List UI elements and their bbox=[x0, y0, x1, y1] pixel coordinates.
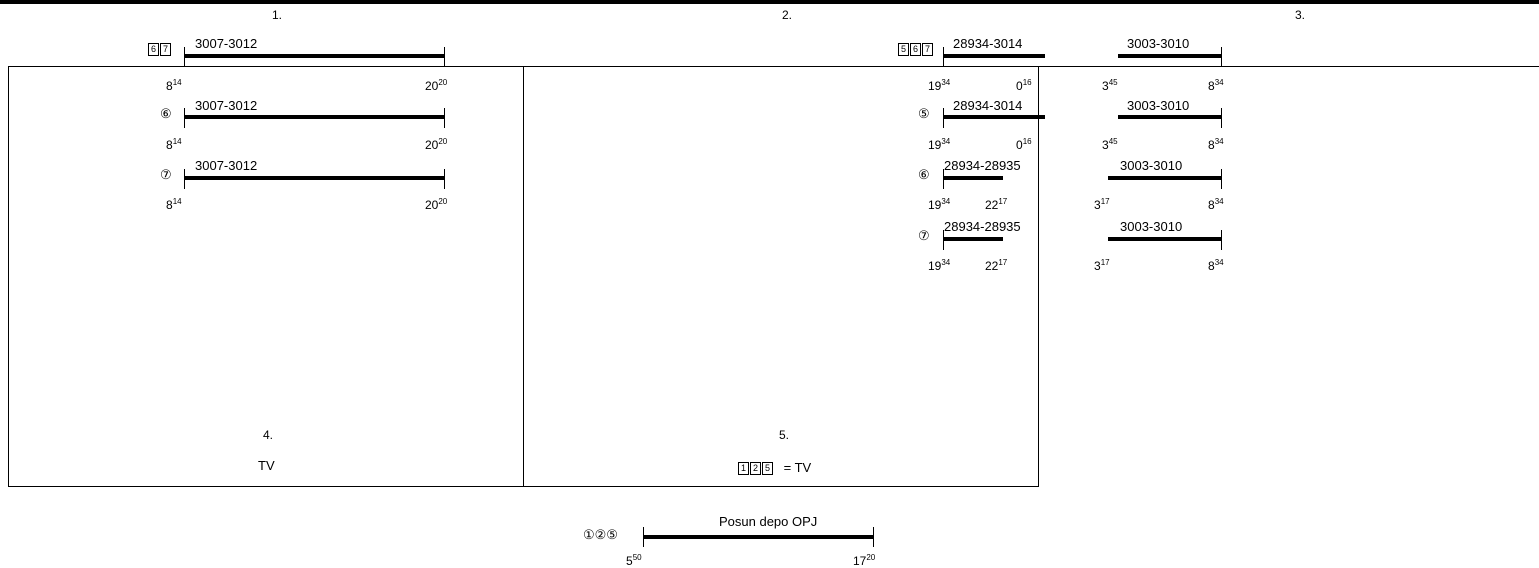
start-time: 1934 bbox=[928, 137, 951, 153]
end-time: 834 bbox=[1208, 197, 1224, 213]
service-bar bbox=[1118, 54, 1222, 58]
end-tick bbox=[1221, 169, 1222, 189]
box-4-label: TV bbox=[258, 458, 275, 473]
box-5-label: = TV bbox=[783, 460, 812, 475]
end-time: 1720 bbox=[853, 553, 876, 568]
route-label: Posun depo OPJ bbox=[719, 514, 818, 529]
boxed-digit: 5 bbox=[898, 43, 909, 57]
route-label: 3007-3012 bbox=[195, 98, 258, 113]
column-number-3: 3. bbox=[1295, 8, 1306, 22]
column-number-4: 4. bbox=[263, 428, 274, 442]
box-top-line bbox=[8, 66, 1539, 67]
start-time: 814 bbox=[166, 137, 182, 153]
route-label: 3003-3010 bbox=[1127, 98, 1190, 113]
start-time: 550 bbox=[626, 553, 642, 568]
service-bar bbox=[943, 54, 1045, 58]
service-bar bbox=[1108, 237, 1222, 241]
day-marker: ⑥ bbox=[918, 167, 930, 182]
end-time: 834 bbox=[1208, 78, 1224, 94]
end-time: 016 bbox=[1016, 137, 1032, 153]
service-bar bbox=[943, 176, 1003, 180]
route-label: 3003-3010 bbox=[1120, 158, 1183, 173]
service-bar bbox=[184, 115, 445, 119]
end-tick bbox=[1221, 47, 1222, 67]
top-border bbox=[0, 0, 1539, 4]
boxed-digit: 2 bbox=[750, 462, 761, 476]
service-bar bbox=[184, 54, 445, 58]
start-time: 814 bbox=[166, 78, 182, 94]
day-marker: ⑤ bbox=[918, 106, 930, 121]
start-time: 317 bbox=[1094, 258, 1110, 274]
boxed-digit: 6 bbox=[148, 43, 159, 57]
end-time: 2020 bbox=[425, 197, 448, 213]
end-tick bbox=[444, 169, 445, 189]
end-time: 016 bbox=[1016, 78, 1032, 94]
route-label: 28934-28935 bbox=[944, 219, 1021, 234]
route-label: 3007-3012 bbox=[195, 36, 258, 51]
route-label: 28934-28935 bbox=[944, 158, 1021, 173]
day-marker: ⑦ bbox=[918, 228, 930, 243]
box-divider-line bbox=[523, 66, 524, 487]
end-tick bbox=[1221, 230, 1222, 250]
route-label: 3003-3010 bbox=[1127, 36, 1190, 51]
service-bar bbox=[1108, 176, 1222, 180]
service-bar bbox=[943, 237, 1003, 241]
route-label: 28934-3014 bbox=[953, 98, 1023, 113]
service-bar bbox=[943, 115, 1045, 119]
start-time: 345 bbox=[1102, 78, 1118, 94]
end-tick bbox=[873, 527, 874, 547]
start-time: 345 bbox=[1102, 137, 1118, 153]
service-bar bbox=[184, 176, 445, 180]
column-number-2: 2. bbox=[782, 8, 793, 22]
service-bar bbox=[1118, 115, 1222, 119]
boxed-digit: 1 bbox=[738, 462, 749, 476]
day-marker: ①②⑤ bbox=[583, 527, 618, 542]
route-label: 3007-3012 bbox=[195, 158, 258, 173]
start-time: 1934 bbox=[928, 258, 951, 274]
end-time: 2020 bbox=[425, 78, 448, 94]
column-number-5: 5. bbox=[779, 428, 790, 442]
end-tick bbox=[444, 47, 445, 67]
end-time: 834 bbox=[1208, 137, 1224, 153]
boxed-digit: 7 bbox=[922, 43, 933, 57]
start-time: 1934 bbox=[928, 197, 951, 213]
day-marker: ⑦ bbox=[160, 167, 172, 182]
boxed-digit: 5 bbox=[762, 462, 773, 476]
service-bar bbox=[643, 535, 874, 539]
box-right-line bbox=[1038, 66, 1039, 487]
end-time: 2020 bbox=[425, 137, 448, 153]
day-marker: ⑥ bbox=[160, 106, 172, 121]
end-time: 2217 bbox=[985, 258, 1008, 274]
end-tick bbox=[1221, 108, 1222, 128]
start-time: 317 bbox=[1094, 197, 1110, 213]
start-time: 1934 bbox=[928, 78, 951, 94]
column-number-1: 1. bbox=[272, 8, 283, 22]
boxed-digit: 7 bbox=[160, 43, 171, 57]
route-label: 28934-3014 bbox=[953, 36, 1023, 51]
boxed-digit: 6 bbox=[910, 43, 921, 57]
start-time: 814 bbox=[166, 197, 182, 213]
box-left-line bbox=[8, 66, 9, 487]
end-time: 2217 bbox=[985, 197, 1008, 213]
end-time: 834 bbox=[1208, 258, 1224, 274]
route-label: 3003-3010 bbox=[1120, 219, 1183, 234]
end-tick bbox=[444, 108, 445, 128]
